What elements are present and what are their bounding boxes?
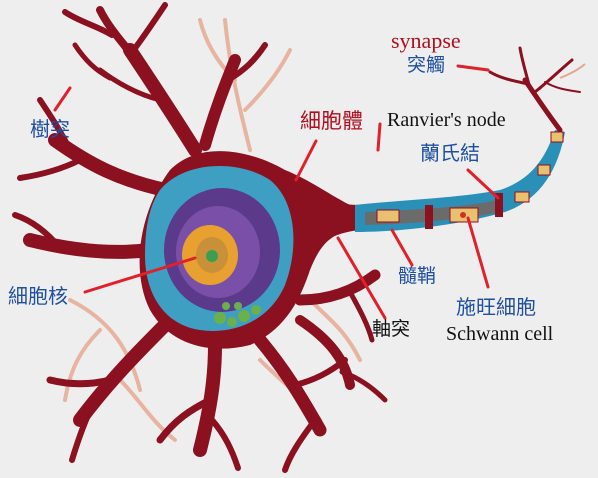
myelin-sheath [355, 130, 565, 232]
ranvier-label-en: Ranvier's node [387, 109, 506, 131]
myelin-label: 髓鞘 [398, 265, 437, 287]
schwann-label-zh: 施旺細胞 [456, 295, 536, 319]
synapse-label-en: synapse [391, 28, 461, 53]
ranvier-nodes [425, 193, 503, 229]
pointer-lines [53, 64, 500, 320]
dendrite-label: 樹突 [30, 117, 70, 141]
schwann-label-en: Schwann cell [446, 323, 554, 345]
organelles [214, 302, 261, 327]
synapse-label-zh: 突觸 [407, 54, 446, 76]
axon-label: 軸突 [372, 318, 411, 340]
soma-label: 細胞體 [300, 109, 363, 133]
ranvier-label-zh: 蘭氏結 [420, 141, 480, 165]
schwann-nucleus [460, 212, 466, 218]
dendrites [12, 2, 388, 473]
synapse-terminal [488, 46, 581, 133]
synapse-terminal-faded [559, 63, 586, 79]
axon-stem [300, 190, 360, 255]
nucleolus-core [206, 250, 218, 262]
nucleus-label: 細胞核 [8, 284, 68, 308]
